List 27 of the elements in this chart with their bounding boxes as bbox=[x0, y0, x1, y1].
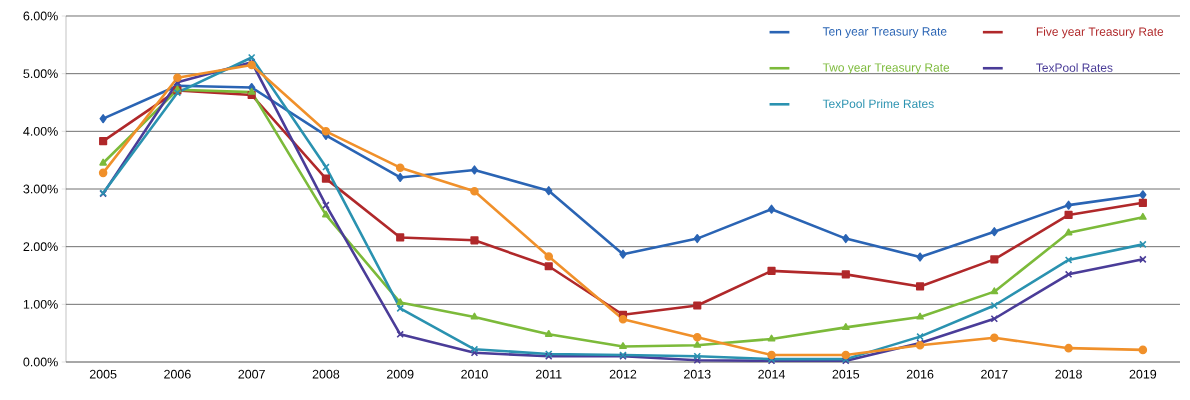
x-tick-label: 2007 bbox=[238, 369, 265, 379]
text: Five year Treasury Rate bbox=[1036, 27, 1164, 39]
y-tick-label: 3.00% bbox=[23, 184, 58, 194]
y-tick-label: 6.00% bbox=[23, 11, 58, 21]
x-tick-label: 2010 bbox=[461, 369, 488, 379]
x-tick-label: 2008 bbox=[312, 369, 340, 379]
x-tick-label: 2006 bbox=[164, 369, 191, 379]
x-tick-label: 2019 bbox=[1129, 369, 1157, 379]
x-tick-label: 2016 bbox=[906, 369, 934, 379]
x-tick-label: 2014 bbox=[758, 369, 786, 379]
x-tick-label: 2015 bbox=[832, 369, 860, 379]
x-tick-label: 2017 bbox=[981, 369, 1008, 379]
text: Ten year Treasury Rate bbox=[822, 27, 947, 39]
x-tick-label: 2012 bbox=[609, 369, 637, 379]
x-tick-label: 2011 bbox=[535, 369, 562, 379]
x-tick-label: 2009 bbox=[386, 369, 414, 379]
y-tick-label: 2.00% bbox=[23, 242, 58, 252]
y-tick-label: 0.00% bbox=[23, 357, 58, 367]
y-tick-label: 5.00% bbox=[23, 69, 58, 79]
text: TexPool Prime Rates bbox=[822, 99, 934, 108]
y-tick-label: 1.00% bbox=[23, 299, 58, 309]
text: TexPool Rates bbox=[1036, 63, 1113, 72]
x-tick-label: 2013 bbox=[684, 369, 711, 379]
x-tick-label: 2018 bbox=[1055, 369, 1082, 379]
text: Two year Treasury Rate bbox=[822, 63, 950, 75]
y-tick-label: 4.00% bbox=[23, 126, 58, 136]
x-tick-label: 2005 bbox=[89, 369, 117, 379]
